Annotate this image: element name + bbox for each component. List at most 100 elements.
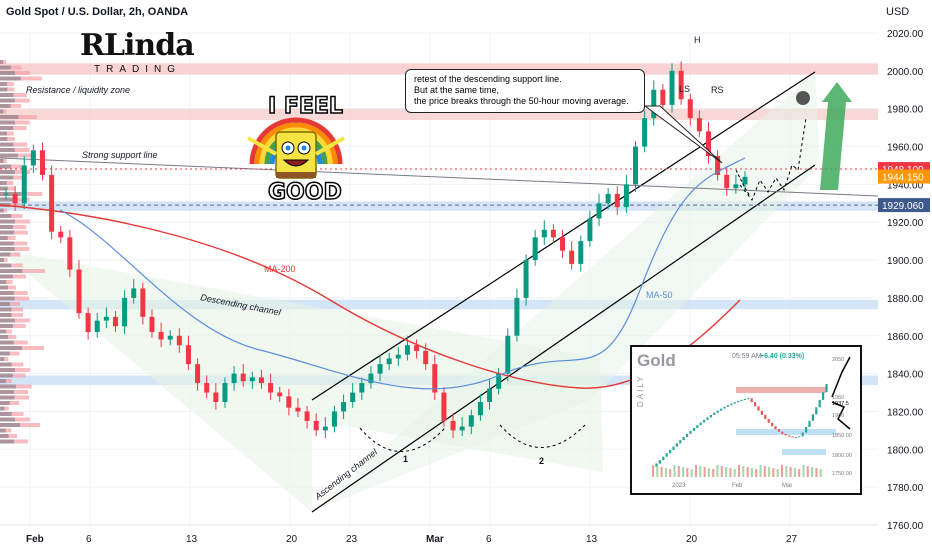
- candle-body: [39, 150, 45, 175]
- inset-candle: [662, 456, 665, 461]
- price-tick-label: 1900.00: [887, 256, 924, 267]
- inset-candle: [805, 426, 808, 433]
- inset-volume-bar: [802, 465, 805, 477]
- volume-profile-bar: [0, 109, 4, 114]
- volume-profile-bar: [0, 60, 3, 64]
- price-tick-label: 1920.00: [887, 218, 924, 229]
- time-tick-label: 27: [786, 534, 798, 545]
- inset-volume-bar: [815, 468, 818, 477]
- inset-candle: [709, 414, 712, 418]
- inset-candle: [771, 422, 774, 427]
- candle-body: [596, 203, 602, 219]
- inset-volume-bar: [738, 465, 740, 477]
- inset-candle: [730, 403, 733, 406]
- callout-pointer: [643, 105, 723, 164]
- volume-profile-bar: [0, 137, 8, 141]
- inset-price-tick: 1850.00: [832, 433, 852, 439]
- rs-label: RS: [711, 85, 724, 95]
- inset-candle: [733, 402, 736, 404]
- volume-profile-bar: [0, 351, 10, 356]
- price-tick-label: 1760.00: [887, 521, 924, 532]
- inset-price-tick: 1950: [832, 395, 844, 401]
- volume-profile-bar: [0, 357, 5, 361]
- volume-profile-bar: [0, 428, 6, 433]
- volume-profile-bar: [0, 241, 14, 246]
- candle-body: [377, 364, 383, 374]
- inset-candle: [815, 407, 818, 415]
- candle-body: [423, 350, 429, 365]
- candle-body: [477, 402, 483, 416]
- inset-volume-bar: [750, 468, 753, 477]
- candle-body: [231, 373, 237, 384]
- inset-volume-bar: [733, 469, 736, 477]
- candle-body: [158, 331, 164, 340]
- price-label-box: [878, 198, 930, 213]
- candle-body: [386, 358, 392, 365]
- inset-arrow-up: [831, 356, 851, 398]
- inset-volume-bar: [755, 469, 758, 477]
- candle-body: [642, 118, 648, 147]
- price-tick-label: 1940.00: [887, 180, 924, 191]
- candle-body: [450, 420, 456, 431]
- inset-candle: [757, 406, 760, 411]
- volume-profile-bar: [0, 395, 15, 400]
- candle-body: [30, 150, 36, 166]
- symbol-title: Gold Spot / U.S. Dollar, 2h, OANDA: [6, 6, 189, 18]
- volume-profile-bar: [0, 335, 9, 339]
- logo-sub-text: TRADING: [94, 64, 181, 75]
- inset-volume-bar: [776, 469, 779, 477]
- candle-body: [3, 193, 9, 195]
- candle-body: [505, 335, 511, 374]
- candle-body: [441, 392, 447, 421]
- inset-candle: [818, 399, 821, 408]
- callout-line-1: retest of the descending support line.: [414, 74, 562, 84]
- cup-curve-2: [499, 424, 586, 448]
- ma50-line: [59, 157, 746, 390]
- candle-body: [715, 156, 721, 175]
- inset-candle: [788, 435, 791, 437]
- candle-body: [112, 316, 118, 327]
- inset-candle: [822, 392, 825, 400]
- ls-label: LS: [679, 84, 690, 94]
- inset-candle: [737, 400, 740, 403]
- inset-candle: [767, 418, 770, 423]
- meme-bottom-text: GOOD: [267, 179, 342, 206]
- volume-profile-bar: [0, 148, 15, 152]
- price-label-text: 1944.150: [882, 173, 924, 184]
- inset-red-zone: [736, 387, 826, 393]
- inset-candle: [825, 384, 828, 393]
- meme-image: I FEEL GOOD: [238, 93, 354, 208]
- cup-label-1: 1: [403, 454, 408, 464]
- candle-body: [742, 176, 748, 185]
- candle-body: [286, 396, 292, 408]
- inset-candle: [706, 417, 709, 420]
- candle-body: [550, 229, 556, 238]
- volume-profile-bar: [0, 252, 11, 257]
- inset-volume-bar: [768, 467, 771, 477]
- inset-month-tick: 2023: [672, 483, 686, 489]
- price-tick-label: 1860.00: [887, 332, 924, 343]
- mid-zone: [0, 299, 878, 310]
- volume-profile-bar: [0, 280, 7, 284]
- inset-candle: [740, 399, 743, 401]
- candle-body: [21, 165, 27, 204]
- candle-body: [49, 174, 55, 232]
- support-zone: [0, 201, 878, 211]
- inset-price-tick: 2050: [832, 357, 844, 363]
- volume-profile-bar: [0, 164, 12, 169]
- candle-body: [569, 250, 575, 264]
- inset-candle: [679, 440, 682, 444]
- volume-profile-bar: [0, 87, 8, 92]
- inset-candle: [726, 405, 729, 407]
- logo-main-text: Linda: [103, 28, 195, 63]
- h-label: H: [694, 35, 701, 45]
- inset-price-tick: 1750.00: [832, 471, 852, 477]
- inset-volume-bar: [656, 466, 659, 477]
- inset-candle: [743, 399, 746, 401]
- volume-profile-bar: [0, 93, 14, 97]
- price-tick-label: 1840.00: [887, 370, 924, 381]
- inset-candle: [720, 408, 723, 411]
- meme-top-text: I FEEL: [267, 93, 343, 120]
- inset-candle: [699, 422, 702, 426]
